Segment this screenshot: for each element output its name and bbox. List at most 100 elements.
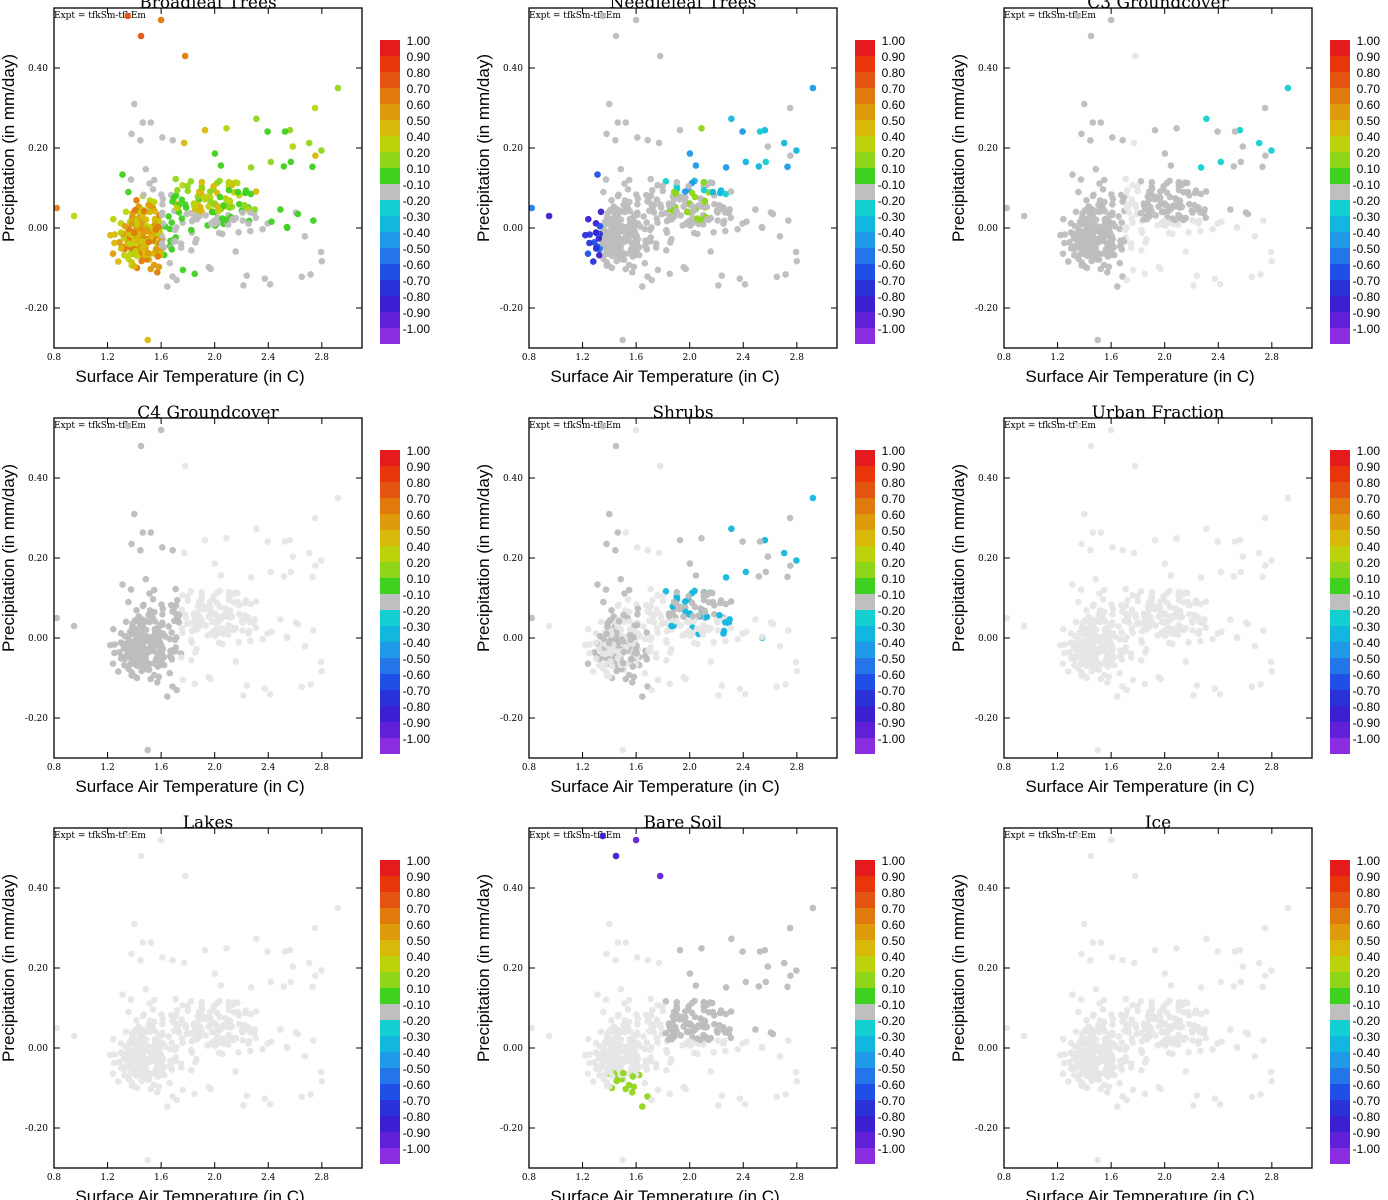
scatter-point bbox=[1090, 1011, 1097, 1019]
x-tick-label: 2.0 bbox=[208, 353, 223, 363]
scatter-point bbox=[241, 599, 249, 607]
scatter-point bbox=[1268, 257, 1276, 265]
x-tick-label: 2.0 bbox=[683, 1173, 698, 1183]
scatter-point bbox=[624, 596, 632, 603]
colorbar-label: 0.70 bbox=[407, 902, 431, 916]
scatter-point bbox=[150, 176, 158, 184]
scatter-point bbox=[644, 546, 651, 554]
scatter-point bbox=[793, 1077, 801, 1085]
colorbar-label: -0.20 bbox=[878, 1014, 906, 1028]
colorbar-swatch bbox=[855, 860, 875, 876]
scatter-point bbox=[1130, 959, 1138, 967]
scatter-point bbox=[622, 529, 630, 536]
scatter-points bbox=[1003, 422, 1292, 754]
scatter-point bbox=[649, 186, 656, 194]
scatter-point bbox=[1268, 1077, 1276, 1085]
scatter-point bbox=[1155, 1023, 1162, 1030]
scatter-point bbox=[659, 592, 666, 600]
scatter-point bbox=[1191, 599, 1199, 607]
scatter-point bbox=[645, 1058, 653, 1065]
scatter-point bbox=[281, 948, 289, 955]
y-tick-label: -0.20 bbox=[500, 714, 523, 724]
scatter-point bbox=[1140, 200, 1148, 207]
scatter-point bbox=[597, 208, 605, 216]
scatter-point bbox=[170, 648, 178, 655]
scatter-point bbox=[1137, 1029, 1144, 1037]
scatter-point bbox=[127, 660, 134, 668]
scatter-point bbox=[615, 639, 623, 646]
scatter-point bbox=[229, 1035, 236, 1043]
y-tick-label: -0.20 bbox=[500, 304, 523, 314]
scatter-point bbox=[124, 422, 131, 430]
scatter-point bbox=[1123, 276, 1130, 284]
scatter-point bbox=[1123, 1096, 1130, 1104]
scatter-point bbox=[727, 1008, 735, 1015]
colorbar-swatch bbox=[1330, 1036, 1350, 1052]
scatter-point bbox=[720, 630, 727, 637]
scatter-point bbox=[1202, 598, 1210, 605]
scatter-point bbox=[603, 1040, 610, 1048]
scatter-point bbox=[137, 957, 144, 964]
scatter-point bbox=[592, 639, 600, 646]
x-axis-label: Surface Air Temperature (in C) bbox=[1025, 1187, 1254, 1200]
scatter-point bbox=[234, 188, 242, 196]
scatter-point bbox=[1259, 573, 1266, 581]
scatter-point bbox=[691, 1013, 699, 1021]
scatter-point bbox=[125, 188, 132, 196]
scatter-point bbox=[1190, 282, 1197, 289]
colorbar-label: 0.20 bbox=[1357, 146, 1381, 160]
y-tick-label: 0.40 bbox=[978, 64, 998, 74]
scatter-point bbox=[334, 904, 342, 912]
scatter-point bbox=[689, 1022, 696, 1030]
scatter-point bbox=[654, 1086, 662, 1094]
scatter-point bbox=[1082, 248, 1089, 255]
scatter-point bbox=[138, 667, 145, 675]
panel-title: C4 Groundcover bbox=[137, 403, 279, 423]
colorbar-swatch bbox=[855, 1116, 875, 1132]
scatter-point bbox=[165, 213, 172, 220]
scatter-point bbox=[1061, 239, 1068, 247]
scatter-point bbox=[614, 939, 622, 946]
scatter-point bbox=[605, 1049, 613, 1057]
scatter-point bbox=[1137, 209, 1144, 217]
colorbar-swatch bbox=[855, 248, 875, 264]
scatter-point bbox=[178, 196, 186, 203]
scatter-point bbox=[1114, 283, 1121, 290]
scatter-point bbox=[1109, 1015, 1117, 1023]
expt-label: Expt = tfkSm-tfkEm bbox=[54, 11, 146, 21]
scatter-point bbox=[622, 675, 629, 683]
scatter-point bbox=[626, 608, 633, 616]
scatter-point bbox=[714, 209, 721, 216]
scatter-point bbox=[125, 598, 132, 606]
colorbar-swatch bbox=[380, 120, 400, 136]
scatter-point bbox=[1148, 1027, 1155, 1035]
scatter-point bbox=[709, 598, 717, 606]
scatter-point bbox=[214, 612, 221, 620]
scatter-point bbox=[1096, 1000, 1103, 1007]
x-tick-label: 0.8 bbox=[47, 1173, 62, 1183]
scatter-point bbox=[722, 574, 730, 581]
scatter-point bbox=[722, 637, 729, 645]
scatter-point bbox=[1081, 262, 1088, 270]
scatter-point bbox=[1082, 658, 1089, 665]
x-tick-label: 2.8 bbox=[1265, 763, 1280, 773]
scatter-point bbox=[207, 1085, 214, 1093]
scatter-point bbox=[1156, 1008, 1164, 1015]
colorbar: 1.000.900.800.700.600.500.400.200.10-0.1… bbox=[1330, 854, 1380, 1164]
scatter-point bbox=[1121, 1046, 1129, 1054]
scatter-point bbox=[211, 630, 218, 638]
scatter-point bbox=[166, 669, 174, 677]
scatter-point bbox=[140, 207, 148, 215]
colorbar-label: -1.00 bbox=[878, 322, 906, 336]
scatter-point bbox=[1089, 529, 1097, 536]
colorbar-swatch bbox=[1330, 876, 1350, 892]
colorbar-swatch bbox=[1330, 530, 1350, 546]
scatter-point bbox=[1158, 208, 1166, 216]
colorbar-label: -0.40 bbox=[403, 1046, 431, 1060]
scatter-point bbox=[1081, 206, 1089, 214]
x-tick-label: 2.8 bbox=[790, 763, 805, 773]
scatter-point bbox=[1089, 1065, 1097, 1072]
scatter-point bbox=[132, 248, 139, 255]
scatter-point bbox=[683, 1028, 691, 1036]
